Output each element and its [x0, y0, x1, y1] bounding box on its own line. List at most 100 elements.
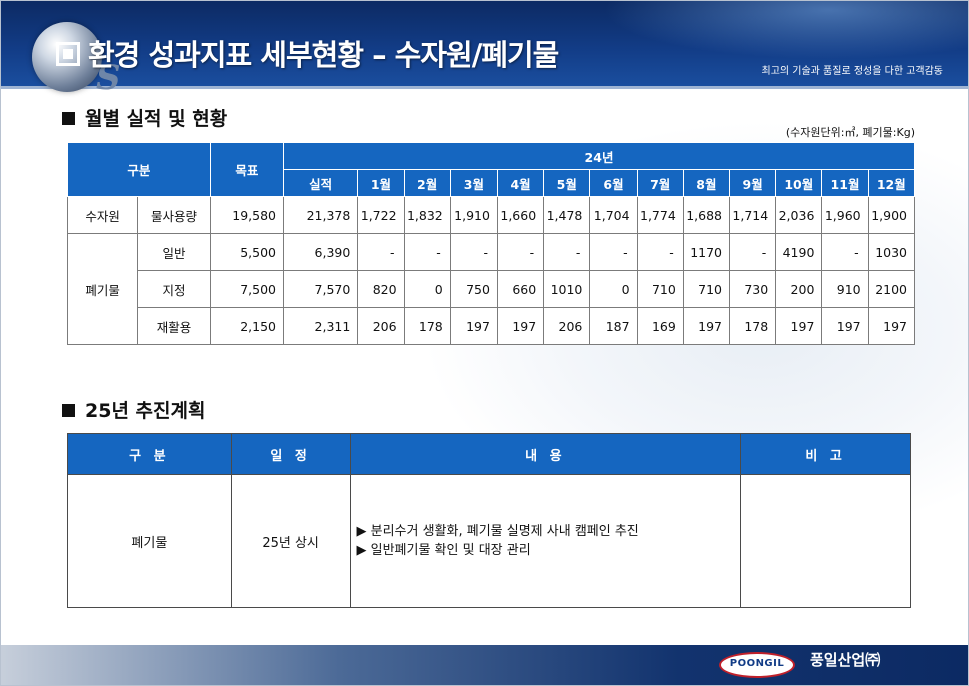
- month-value: 197: [682, 307, 731, 345]
- plan-item: ▶ 분리수거 생활화, 폐기물 실명제 사내 캠페인 추진: [356, 524, 639, 539]
- section-heading-plan: 25년 추진계획: [62, 396, 205, 423]
- month-value: 0: [589, 270, 638, 308]
- actual-value: 2,311: [282, 307, 359, 345]
- row-label: 일반: [137, 233, 211, 271]
- month-value: -: [449, 233, 498, 271]
- target-value: 7,500: [209, 270, 285, 308]
- actual-value: 21,378: [282, 196, 359, 234]
- month-value: 1,478: [543, 196, 591, 234]
- month-header: 6월: [589, 169, 638, 197]
- target-value: 2,150: [209, 307, 285, 345]
- page-title-text: 환경 성과지표 세부현황 – 수자원/폐기물: [88, 38, 559, 72]
- slogan: 최고의 기술과 품질로 정성을 다한 고객감동: [761, 66, 944, 77]
- month-value: 1,832: [403, 196, 451, 234]
- month-header: 4월: [496, 169, 545, 197]
- company-name: 풍일산업㈜: [810, 651, 881, 669]
- month-value: 197: [775, 307, 823, 345]
- month-value: 197: [867, 307, 916, 345]
- square-bullet-icon: [62, 112, 75, 125]
- s-mark-icon: S: [96, 58, 121, 98]
- table-row: 폐기물 일반 5,500 6,390- - - - - - -1170-4190-1030: [66, 233, 916, 345]
- month-value: 206: [543, 307, 591, 345]
- row-label: 재활용: [137, 307, 211, 345]
- month-header: 1월: [357, 169, 405, 197]
- month-value: -: [636, 233, 684, 271]
- month-value: 710: [682, 270, 731, 308]
- header-divider: [0, 86, 969, 89]
- month-value: 1,722: [357, 196, 405, 234]
- month-value: 1,774: [636, 196, 684, 234]
- month-header: 11월: [821, 169, 869, 197]
- checkbox-square-icon: [56, 42, 80, 66]
- month-value: 1,960: [821, 196, 869, 234]
- unit-note: (수자원단위:㎥, 폐기물:Kg): [785, 126, 915, 139]
- month-value: -: [821, 233, 869, 271]
- month-header: 3월: [449, 169, 498, 197]
- monthly-performance-table: 구분 목표 24년 실적 1월 2월 3월 4월 5월 6월 7월 8월 9월 10월 11월 12월…: [66, 142, 916, 345]
- month-header: 12월: [867, 169, 916, 197]
- month-value: 1,714: [728, 196, 777, 234]
- month-value: -: [403, 233, 451, 271]
- month-value: -: [496, 233, 545, 271]
- month-value: 178: [728, 307, 777, 345]
- plan-item: ▶ 일반폐기물 확인 및 대장 관리: [356, 543, 531, 558]
- header-year: 24년: [283, 142, 915, 170]
- month-value: 200: [775, 270, 823, 308]
- month-value: 1,900: [867, 196, 916, 234]
- month-value: 197: [449, 307, 498, 345]
- month-header: 2월: [403, 169, 451, 197]
- month-value: 2100: [867, 270, 916, 308]
- month-header: 5월: [543, 169, 591, 197]
- plan-remarks: [740, 474, 911, 608]
- target-value: 19,580: [209, 196, 285, 234]
- group-waste: 폐기물: [66, 233, 139, 345]
- month-header-row: 실적 1월 2월 3월 4월 5월 6월 7월 8월 9월 10월 11월 12월: [68, 169, 916, 197]
- footer-bar: [0, 645, 969, 686]
- month-value: 1010: [543, 270, 591, 308]
- header-target: 목표: [209, 142, 285, 197]
- section-heading-monthly: 월별 실적 및 현황: [62, 104, 227, 131]
- plan-schedule: 25년 상시: [230, 474, 351, 608]
- month-header: 10월: [775, 169, 823, 197]
- month-value: 820: [357, 270, 405, 308]
- row-label: 물사용량: [137, 196, 211, 234]
- month-value: 0: [403, 270, 451, 308]
- plan-category: 폐기물: [67, 474, 232, 608]
- month-value: 197: [496, 307, 545, 345]
- header-actual: 실적: [282, 169, 359, 197]
- month-value: 1,704: [589, 196, 638, 234]
- poongil-logo: POONGIL: [719, 652, 795, 678]
- month-value: 730: [728, 270, 777, 308]
- month-value: 710: [636, 270, 684, 308]
- actual-value: 6,390: [282, 233, 359, 271]
- group-water: 수자원: [66, 196, 139, 234]
- month-value: 169: [636, 307, 684, 345]
- page-title: 환경 성과지표 세부현황 – 수자원/폐기물: [56, 32, 559, 74]
- month-value: -: [357, 233, 405, 271]
- month-value: 660: [496, 270, 545, 308]
- month-value: 187: [589, 307, 638, 345]
- plan-header-content: 내 용: [349, 433, 742, 475]
- table-row: 지정 7,500 7,570 820 0 750 660 1010 0 710 710 730 200 9…: [68, 270, 916, 308]
- plan-table: 구 분 일 정 내 용 비 고 폐기물 25년 상시 ▶ 분리수거 생활화, 폐…: [67, 433, 911, 608]
- month-value: 4190: [775, 233, 823, 271]
- plan-header-schedule: 일 정: [230, 433, 351, 475]
- target-value: 5,500: [209, 233, 285, 271]
- month-value: 2,036: [775, 196, 823, 234]
- square-bullet-icon: [62, 404, 75, 417]
- month-value: 910: [821, 270, 869, 308]
- month-value: -: [543, 233, 591, 271]
- header-light-sweep: [449, 0, 969, 88]
- month-value: 750: [449, 270, 498, 308]
- header-category: 구분: [67, 142, 211, 197]
- month-value: 1,910: [449, 196, 498, 234]
- month-header: 9월: [728, 169, 777, 197]
- plan-header-category: 구 분: [67, 433, 232, 475]
- month-header: 7월: [636, 169, 684, 197]
- month-value: 1,688: [682, 196, 731, 234]
- month-value: 206: [357, 307, 405, 345]
- table-row: 재활용 2,150 2,311 206 178 197 197 206 187 169 197 178…: [68, 307, 916, 345]
- row-label: 지정: [137, 270, 211, 308]
- month-header: 8월: [682, 169, 731, 197]
